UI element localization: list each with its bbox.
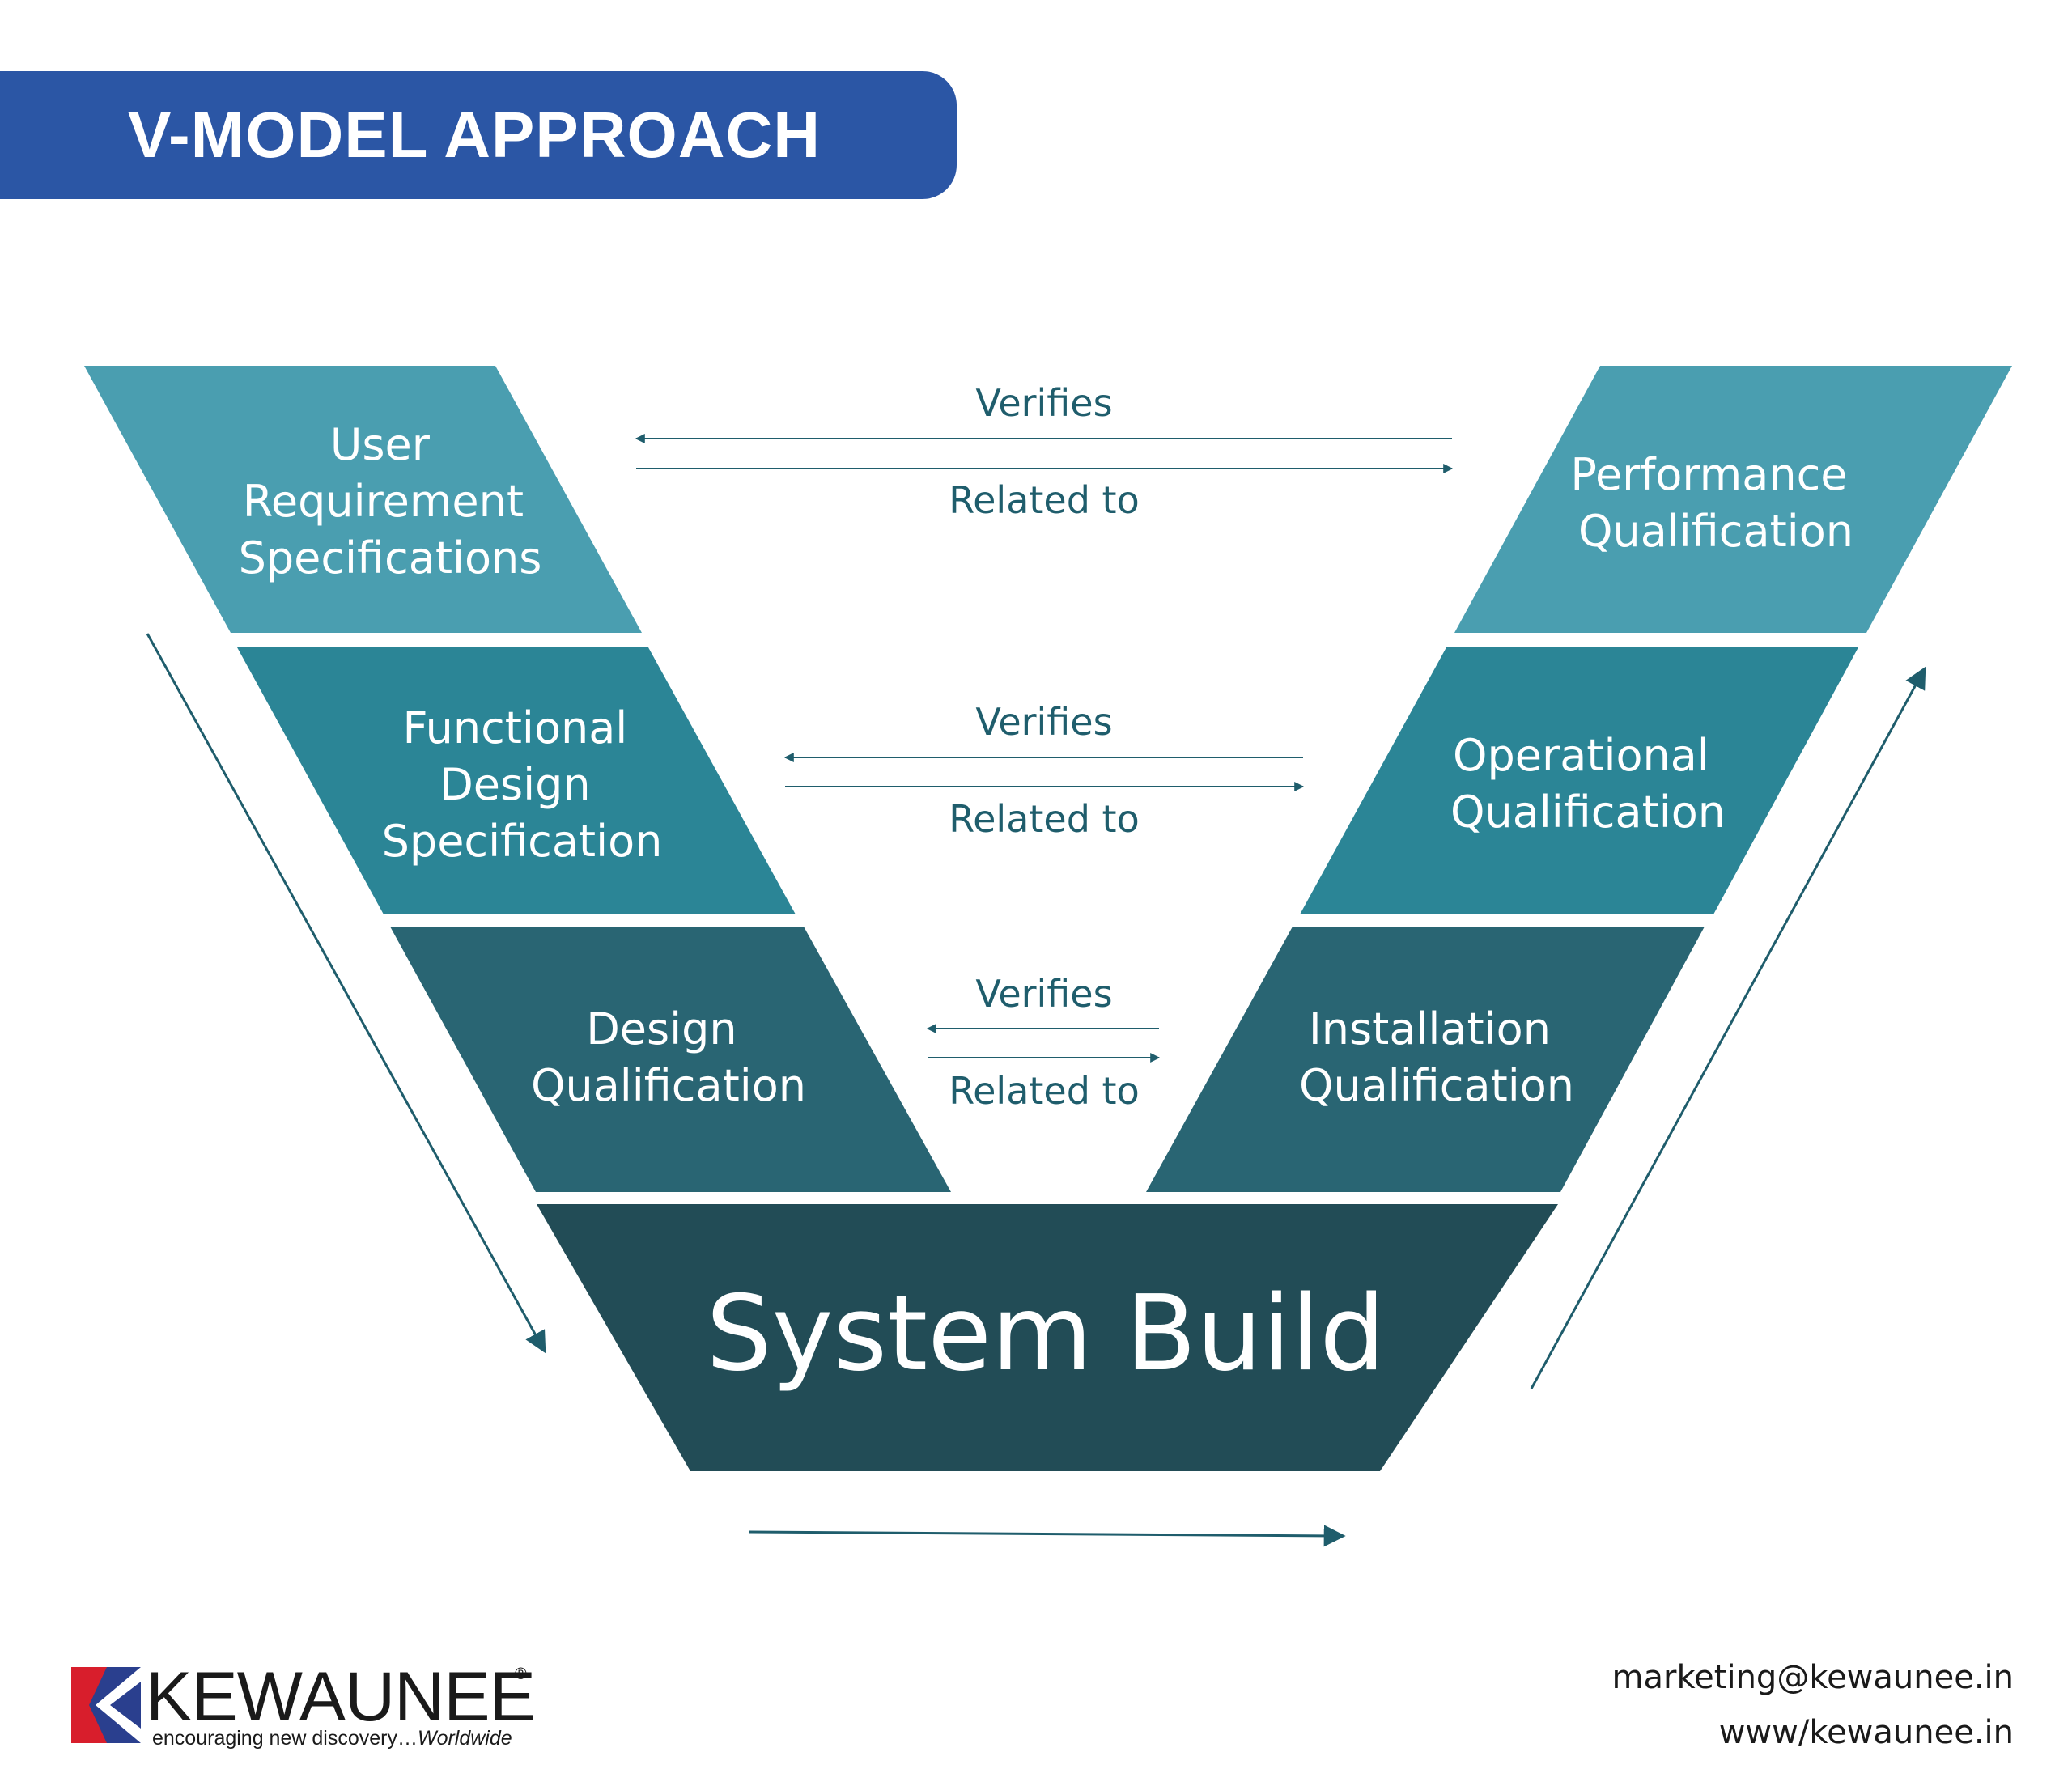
page-title: V-MODEL APPROACH xyxy=(128,99,822,171)
logo-tagline: encouraging new discovery…Worldwide xyxy=(152,1727,512,1750)
title-banner: V-MODEL APPROACH xyxy=(0,71,957,199)
stage-shape-design-qualification xyxy=(390,927,951,1192)
flow-arrow-across xyxy=(748,1525,1346,1547)
link-verifies-label: Verifies xyxy=(975,972,1112,1016)
logo-wordmark: KEWAUNEE xyxy=(146,1658,536,1736)
stage-label-system-build: System Build xyxy=(706,1274,1385,1394)
kewaunee-k-icon xyxy=(71,1667,141,1743)
registered-mark: ® xyxy=(515,1665,527,1683)
stage-shape-performance-qualification xyxy=(1454,366,2012,633)
stage-shape-functional-design-specification xyxy=(237,647,796,914)
flow-arrow-up xyxy=(1530,666,1926,1389)
stage-shape-installation-qualification xyxy=(1146,927,1705,1192)
stage-label-installation-qualification: Installation Qualification xyxy=(1299,1003,1574,1111)
flow-arrow-down xyxy=(146,633,546,1354)
contact-website[interactable]: www/kewaunee.in xyxy=(1718,1714,2014,1751)
stage-shape-system-build xyxy=(537,1204,1558,1471)
link-related-to-label: Related to xyxy=(949,1069,1140,1113)
stage-label-functional-design-specification: Functional Design Specification xyxy=(382,702,663,867)
stage-shape-operational-qualification xyxy=(1300,647,1858,914)
stage-label-user-requirement-specifications: User Requirement Specifications xyxy=(239,419,542,583)
link-verifies-label: Verifies xyxy=(975,700,1112,744)
link-related-to-label: Related to xyxy=(949,797,1140,841)
logo-tagline-emphasis: Worldwide xyxy=(417,1727,512,1750)
stage-label-performance-qualification: Performance Qualification xyxy=(1570,449,1861,557)
contact-email[interactable]: marketing@kewaunee.in xyxy=(1611,1659,2014,1696)
link-verifies-label: Verifies xyxy=(975,381,1112,425)
stage-label-operational-qualification: Operational Qualification xyxy=(1450,730,1726,838)
logo-tagline-text: encouraging new discovery… xyxy=(152,1727,418,1750)
link-related-to-label: Related to xyxy=(949,478,1140,522)
stage-label-design-qualification: Design Qualification xyxy=(531,1003,806,1111)
stage-shape-user-requirement-specifications xyxy=(84,366,642,633)
kewaunee-logo: KEWAUNEE ® encouraging new discovery…Wor… xyxy=(71,1662,541,1750)
